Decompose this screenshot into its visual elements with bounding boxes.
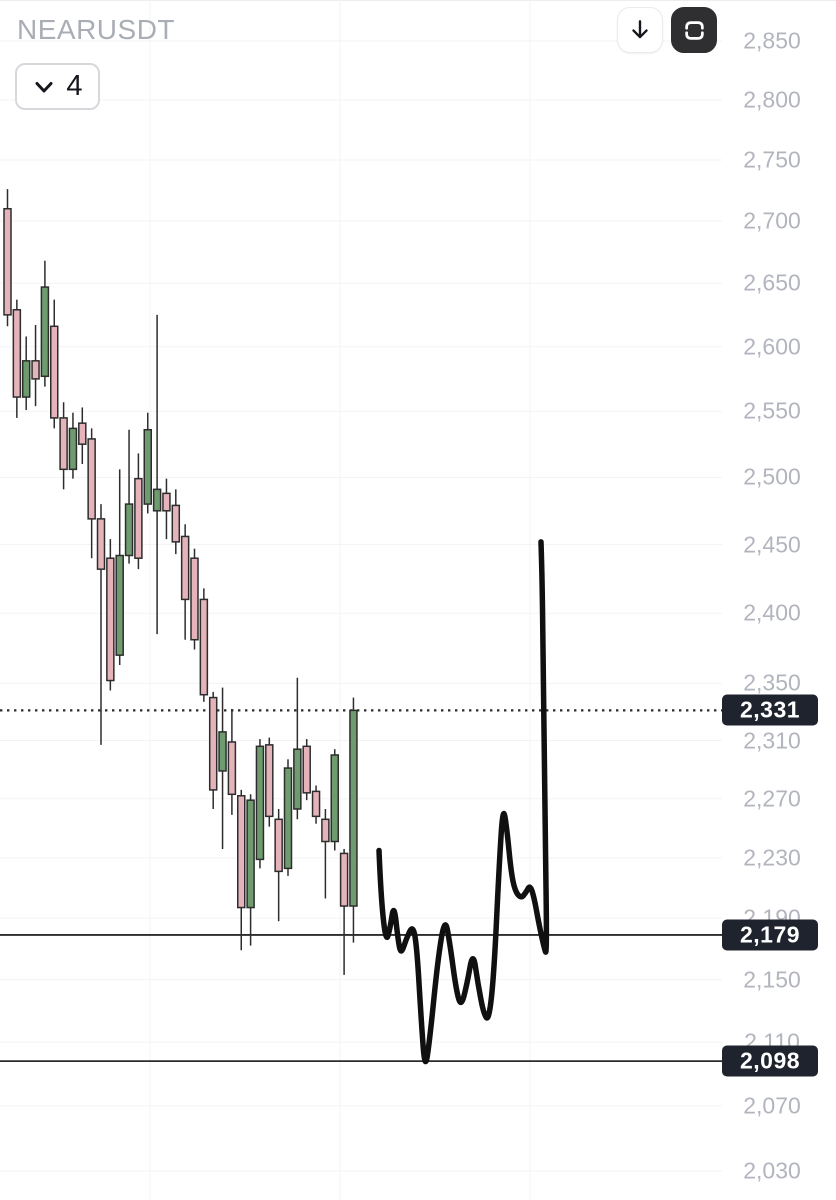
candle-down [208,696,218,791]
candle-down [134,477,143,559]
frame-icon [684,20,704,40]
candle-down [199,598,209,696]
screenshot-button[interactable] [671,7,717,53]
candle-down [321,818,330,843]
candle-down [50,325,59,419]
candle-up [283,767,293,870]
candle-down [311,790,321,818]
candle-up [246,799,255,909]
candle-up [115,554,124,656]
symbol-title: NEARUSDT [17,14,176,45]
candle-down [190,557,199,641]
candle-up [152,488,162,512]
arrow-down-icon [632,20,648,39]
candle-up [40,286,50,378]
candle-down [227,741,237,796]
candle-down [302,745,311,794]
timeframe-value: 4 [66,70,83,102]
candle-up [218,731,227,772]
candle-down [78,422,87,445]
candle-up [143,428,152,505]
candle-down [180,535,190,601]
candle-up [349,709,358,907]
candle-up [330,754,339,843]
candle-down [59,417,68,471]
candle-down [171,504,181,543]
candle-down [106,557,115,682]
chevron-down-icon [35,81,53,92]
top-divider [0,0,836,1]
candle-down [339,852,349,907]
candle-down [274,818,283,873]
candle-down [237,795,246,909]
candle-up [124,503,134,557]
timeframe-selector-button[interactable]: 4 [15,63,100,110]
candle-up [21,360,31,398]
freehand-drawing-line [376,539,550,1065]
candle-down [265,744,274,818]
candle-down [96,518,106,570]
candle-down [3,207,12,316]
candle-down [12,309,22,398]
candle-up [293,748,302,810]
candle-down [162,492,171,512]
price-axis-scale[interactable] [722,0,836,1200]
download-button[interactable] [617,7,663,53]
price-badge-2179: 2,179 [722,919,818,951]
candle-up [255,745,265,861]
price-badge-2098: 2,098 [722,1045,818,1077]
candle-down [87,438,96,520]
candle-up [68,427,78,471]
price-badge-2331: 2,331 [722,694,818,726]
candle-down [31,360,40,380]
